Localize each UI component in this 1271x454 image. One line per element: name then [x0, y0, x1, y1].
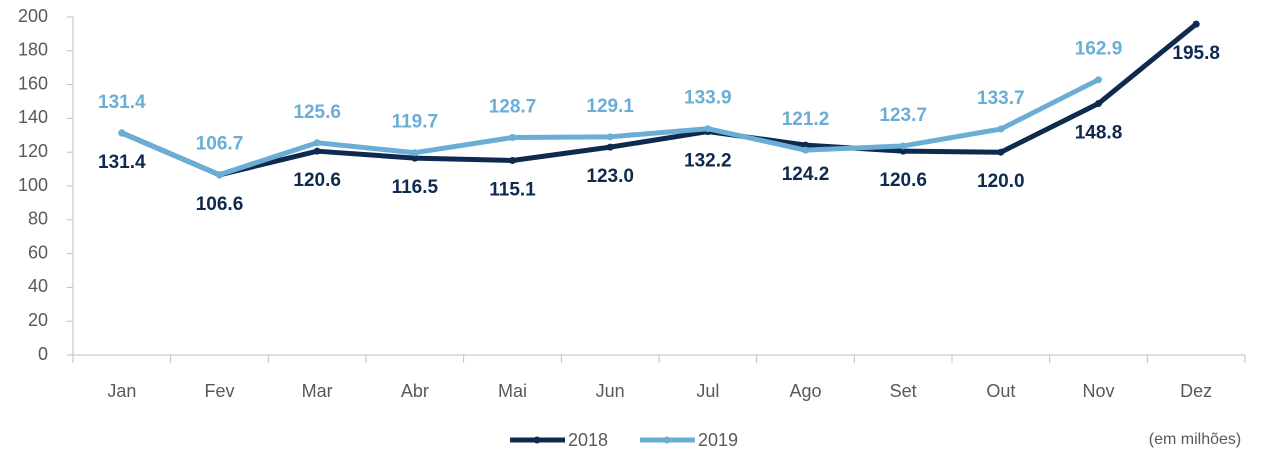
y-tick-label: 120 — [18, 141, 48, 161]
point — [313, 147, 321, 155]
value-label: 116.5 — [392, 177, 439, 198]
x-tick-label: Dez — [1180, 381, 1212, 401]
value-label: 129.1 — [586, 96, 634, 117]
x-tick-label: Mar — [302, 381, 333, 401]
value-label: 131.4 — [98, 152, 146, 173]
x-tick-label: Nov — [1082, 381, 1114, 401]
y-tick-label: 140 — [18, 107, 48, 127]
x-tick-label: Abr — [401, 381, 429, 401]
point — [899, 142, 907, 150]
x-tick-label: Out — [986, 381, 1015, 401]
y-tick-label: 20 — [28, 310, 48, 330]
point — [1095, 76, 1102, 84]
value-label: 128.7 — [489, 97, 537, 118]
value-label: 132.2 — [684, 151, 732, 172]
x-tick-label: Jul — [696, 381, 719, 401]
value-label: 120.6 — [293, 170, 341, 191]
x-tick-label: Jun — [596, 381, 625, 401]
x-tick-label: Ago — [789, 381, 821, 401]
point — [411, 154, 419, 162]
point — [899, 147, 907, 155]
value-label: 119.7 — [392, 112, 439, 133]
value-label: 162.9 — [1075, 39, 1123, 60]
point — [802, 141, 809, 149]
legend-marker — [533, 436, 541, 444]
y-tick-label: 200 — [18, 6, 48, 26]
point — [606, 143, 614, 151]
point — [997, 148, 1005, 156]
value-label: 121.2 — [782, 109, 830, 130]
series-line — [120, 22, 1198, 178]
legend-label: 2018 — [568, 430, 608, 450]
series-line — [120, 77, 1100, 178]
value-label: 106.6 — [196, 194, 244, 215]
legend-marker — [663, 436, 671, 444]
point — [1095, 100, 1102, 108]
x-tick-label: Jan — [107, 381, 136, 401]
point — [802, 146, 809, 154]
y-tick-label: 160 — [18, 73, 48, 93]
point — [118, 129, 126, 137]
point — [216, 171, 223, 179]
point — [509, 133, 516, 141]
point — [704, 125, 712, 133]
y-tick-label: 60 — [28, 242, 48, 262]
value-label: 133.7 — [977, 88, 1025, 109]
point — [997, 125, 1005, 133]
x-tick-label: Fev — [204, 381, 234, 401]
y-tick-label: 180 — [18, 40, 48, 60]
y-tick-label: 0 — [38, 344, 48, 364]
value-label: 124.2 — [782, 164, 830, 185]
y-tick-label: 80 — [28, 209, 48, 229]
point — [1192, 20, 1200, 28]
point — [411, 149, 419, 157]
value-label: 123.7 — [879, 105, 927, 126]
y-tick-label: 40 — [28, 276, 48, 296]
point — [313, 139, 321, 147]
value-label: 125.6 — [293, 102, 341, 123]
value-label: 123.0 — [586, 166, 634, 187]
legend-label: 2019 — [698, 430, 738, 450]
value-label: 133.9 — [684, 88, 732, 109]
value-label: 195.8 — [1172, 43, 1220, 64]
unit-note: (em milhões) — [1149, 431, 1241, 448]
point — [509, 156, 516, 164]
value-label: 120.6 — [879, 170, 927, 191]
x-tick-label: Set — [890, 381, 917, 401]
point — [606, 133, 614, 141]
value-label: 120.0 — [977, 171, 1025, 192]
value-label: 106.7 — [196, 134, 244, 155]
x-tick-label: Mai — [498, 381, 527, 401]
value-label: 148.8 — [1075, 123, 1123, 144]
value-label: 131.4 — [98, 92, 146, 113]
y-tick-label: 100 — [18, 175, 48, 195]
value-label: 115.1 — [489, 179, 536, 200]
